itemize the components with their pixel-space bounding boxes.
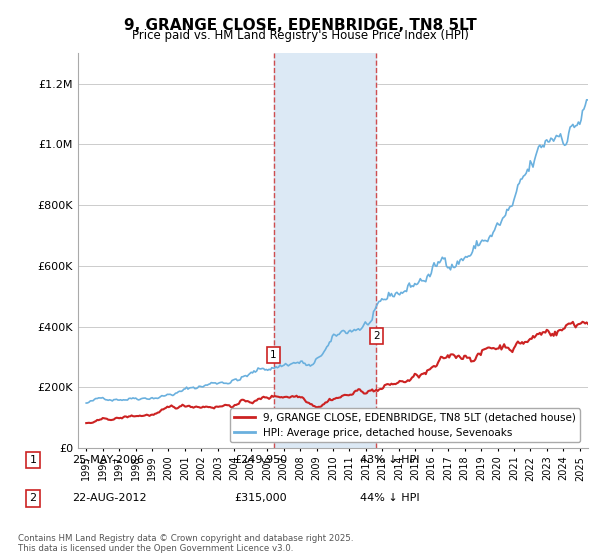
Text: Price paid vs. HM Land Registry's House Price Index (HPI): Price paid vs. HM Land Registry's House … — [131, 29, 469, 42]
Text: 2: 2 — [373, 330, 380, 340]
Text: 1: 1 — [29, 455, 37, 465]
Text: 2: 2 — [29, 493, 37, 503]
Text: 44% ↓ HPI: 44% ↓ HPI — [360, 493, 419, 503]
Text: Contains HM Land Registry data © Crown copyright and database right 2025.
This d: Contains HM Land Registry data © Crown c… — [18, 534, 353, 553]
Text: £315,000: £315,000 — [234, 493, 287, 503]
Bar — [274, 53, 376, 448]
Text: 9, GRANGE CLOSE, EDENBRIDGE, TN8 5LT: 9, GRANGE CLOSE, EDENBRIDGE, TN8 5LT — [124, 18, 476, 33]
Text: 1: 1 — [270, 351, 277, 361]
Text: £249,950: £249,950 — [234, 455, 287, 465]
Text: 25-MAY-2006: 25-MAY-2006 — [72, 455, 144, 465]
Legend: 9, GRANGE CLOSE, EDENBRIDGE, TN8 5LT (detached house), HPI: Average price, detac: 9, GRANGE CLOSE, EDENBRIDGE, TN8 5LT (de… — [230, 408, 580, 442]
Text: 22-AUG-2012: 22-AUG-2012 — [72, 493, 146, 503]
Text: 43% ↓ HPI: 43% ↓ HPI — [360, 455, 419, 465]
